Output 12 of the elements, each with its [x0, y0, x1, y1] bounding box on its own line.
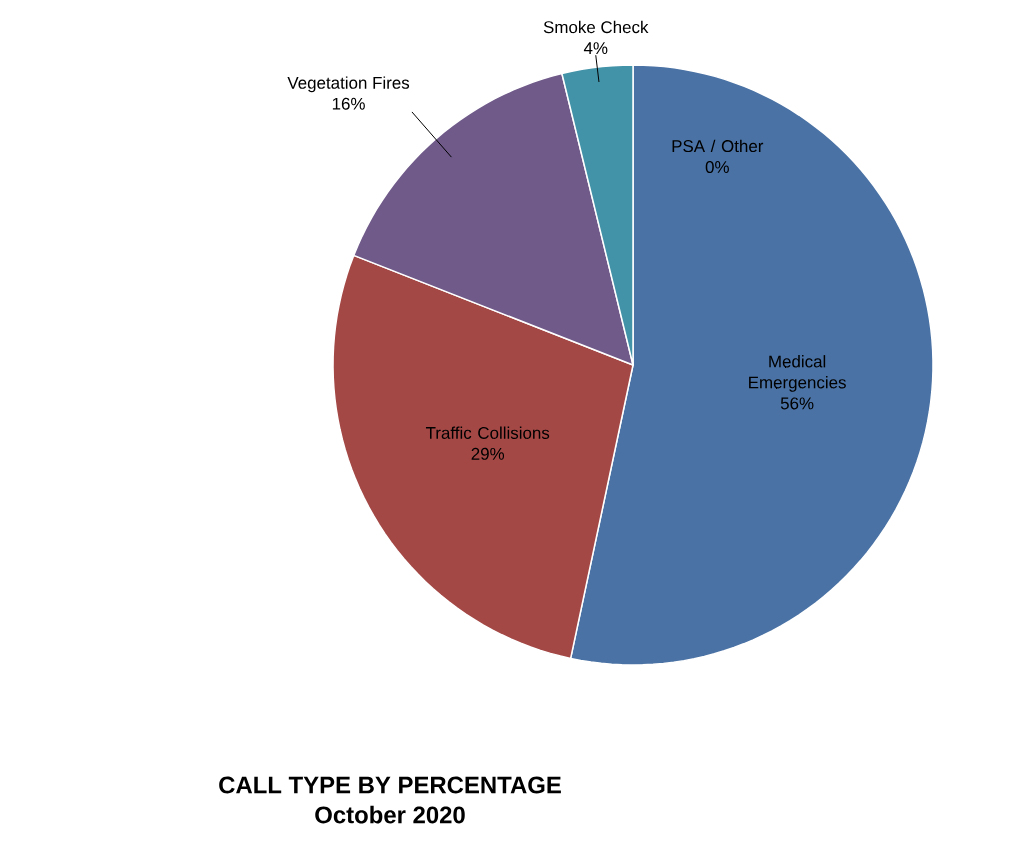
slice-label: Medical Emergencies	[749, 355, 846, 392]
slice-label: Vegetation Fires	[287, 76, 410, 93]
text: October 2020	[315, 805, 465, 824]
data-label: 29%	[471, 447, 505, 460]
category-label: PSA / Other	[672, 139, 764, 153]
text: CALL TYPE BY PERCENTAGE	[219, 776, 561, 794]
data-label: 4%	[583, 42, 608, 54]
text: 0%	[705, 161, 729, 174]
slice-label: Smoke Check	[543, 20, 649, 34]
data-label: 16%	[332, 97, 365, 110]
data-label: 56%	[780, 397, 814, 410]
slice-label: Traffic Collisions	[425, 426, 550, 439]
